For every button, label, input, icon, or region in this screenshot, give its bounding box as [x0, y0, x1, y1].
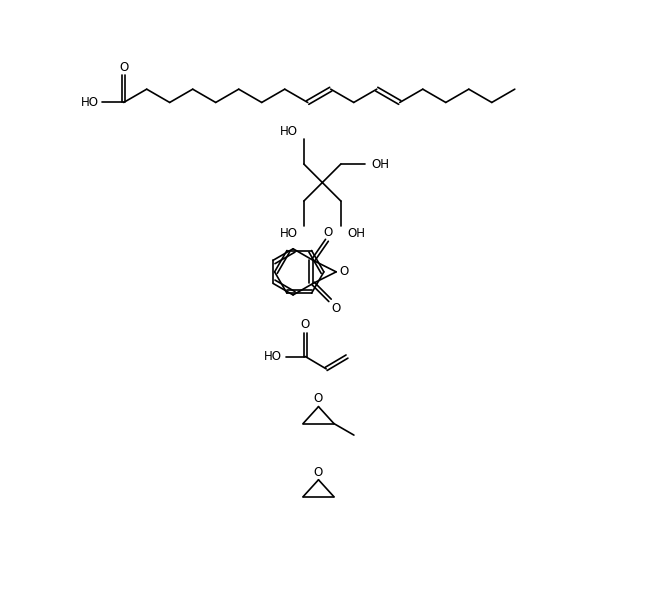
- Text: O: O: [331, 301, 341, 315]
- Text: O: O: [314, 392, 323, 406]
- Text: O: O: [314, 465, 323, 479]
- Text: HO: HO: [279, 227, 298, 240]
- Text: OH: OH: [347, 227, 365, 240]
- Text: O: O: [324, 226, 333, 239]
- Text: HO: HO: [264, 350, 282, 363]
- Text: HO: HO: [81, 96, 99, 109]
- Text: OH: OH: [372, 157, 390, 171]
- Text: O: O: [339, 265, 348, 278]
- Text: O: O: [300, 318, 310, 331]
- Text: HO: HO: [279, 125, 298, 138]
- Text: O: O: [119, 60, 129, 74]
